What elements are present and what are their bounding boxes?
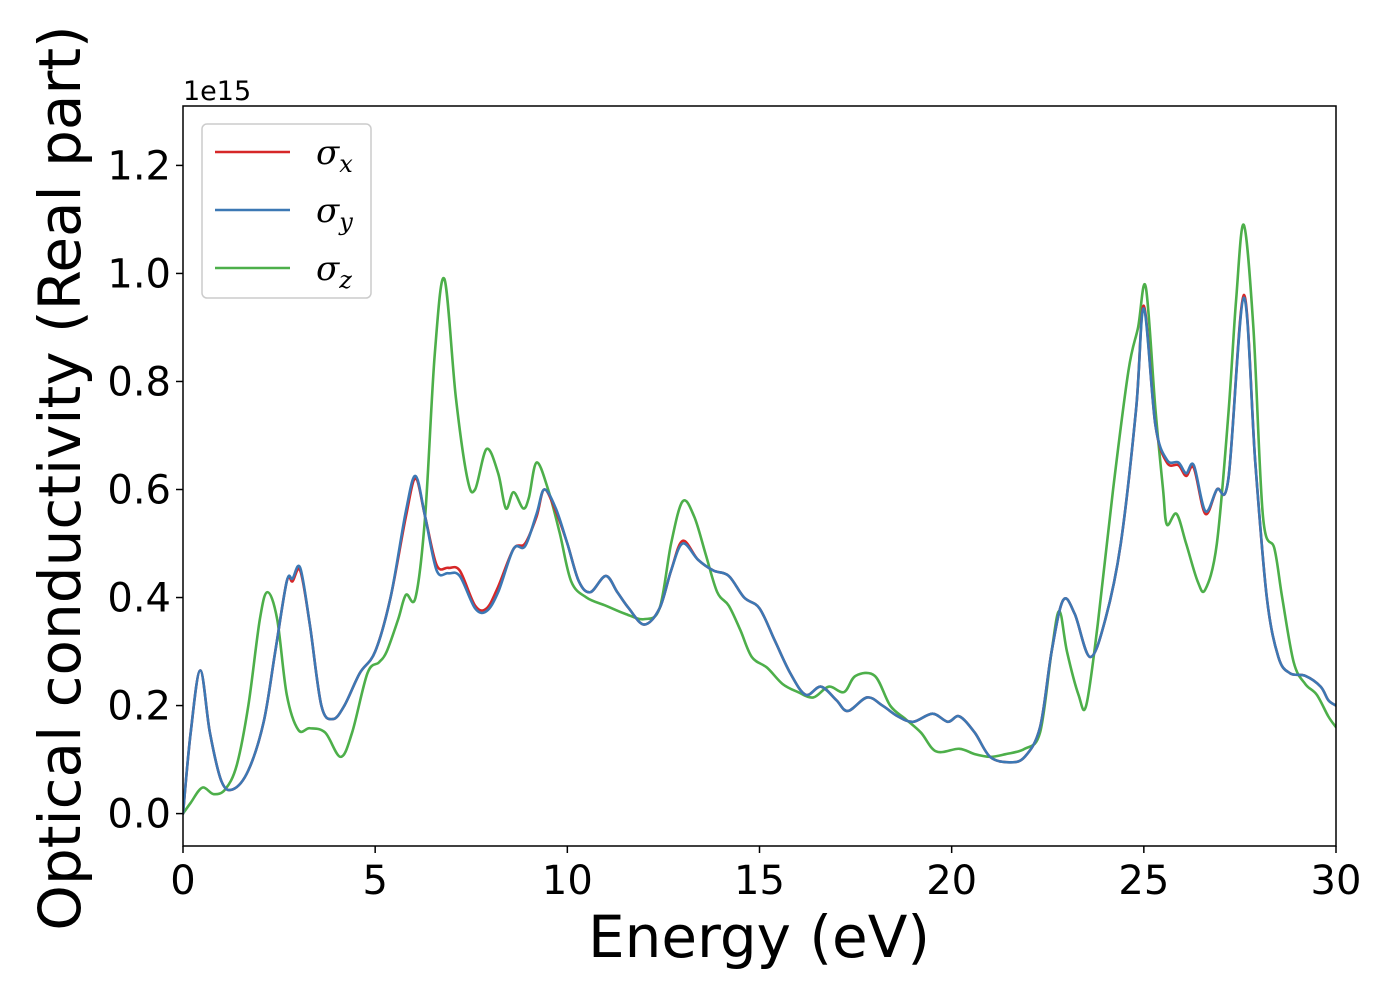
y-tick-label: 0.4 [107,576,171,622]
legend: σx σy σz [201,123,372,299]
series-layer [183,223,1336,815]
series-line-y [183,296,1336,815]
legend-label-x: σx [316,133,353,178]
y-tick-label: 1.0 [107,251,171,297]
x-tick-label: 25 [1118,858,1169,904]
x-tick-label: 30 [1311,858,1362,904]
y-tick-label: 1.2 [107,143,171,189]
y-offset-label: 1e15 [183,76,251,107]
y-tick-label: 0.2 [107,684,171,730]
y-tick-label: 0.6 [107,468,171,514]
x-tick-label: 15 [734,858,785,904]
y-axis-label: Optical conductivity (Real part) [26,25,94,930]
y-tick-label: 0.0 [107,792,171,838]
x-tick-label: 0 [170,858,195,904]
legend-label-y: σy [316,191,353,236]
x-tick-label: 20 [926,858,977,904]
legend-label-z: σz [316,249,352,294]
series-line-z [183,223,1336,815]
x-axis-label: Energy (eV) [588,903,930,971]
x-tick-label: 5 [362,858,387,904]
x-axis-ticks: 0 5 10 15 20 25 30 [170,846,1361,904]
x-tick-label: 10 [542,858,593,904]
y-tick-label: 0.8 [107,359,171,405]
y-axis-ticks: 0.0 0.2 0.4 0.6 0.8 1.0 1.2 [107,143,183,838]
